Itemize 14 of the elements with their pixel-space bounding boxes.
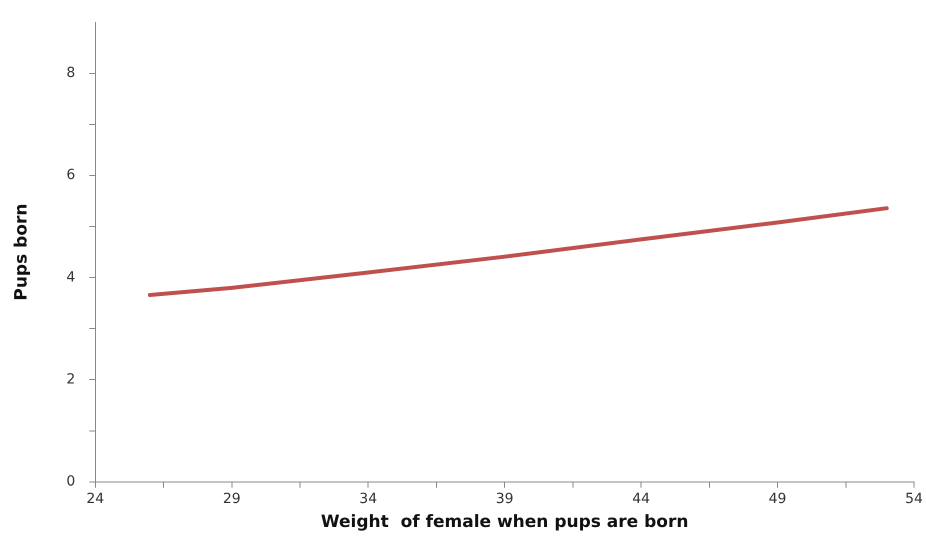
x-tick-label: 24 — [86, 490, 104, 507]
x-tick-label: 44 — [632, 490, 650, 507]
y-tick-label: 8 — [66, 65, 76, 82]
y-tick-label: 0 — [66, 473, 76, 490]
y-tick-label: 2 — [66, 371, 76, 388]
y-tick-label: 4 — [66, 269, 76, 286]
x-tick-label: 49 — [768, 490, 786, 507]
x-tick-label: 54 — [905, 490, 923, 507]
y-axis-title: Pups born — [12, 204, 32, 301]
x-tick-label: 39 — [496, 490, 514, 507]
x-axis-title: Weight of female when pups are born — [320, 512, 688, 532]
y-tick-label: 6 — [66, 167, 76, 184]
x-tick-label: 34 — [359, 490, 378, 507]
x-tick-label: 29 — [222, 490, 241, 507]
